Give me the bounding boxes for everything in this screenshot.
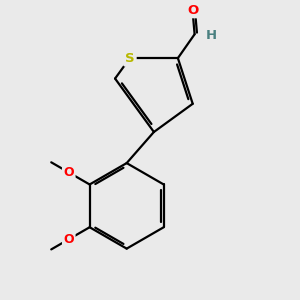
Text: S: S <box>125 52 135 64</box>
Text: O: O <box>63 166 74 179</box>
Text: H: H <box>206 29 217 42</box>
Text: O: O <box>187 4 198 17</box>
Text: O: O <box>63 233 74 246</box>
